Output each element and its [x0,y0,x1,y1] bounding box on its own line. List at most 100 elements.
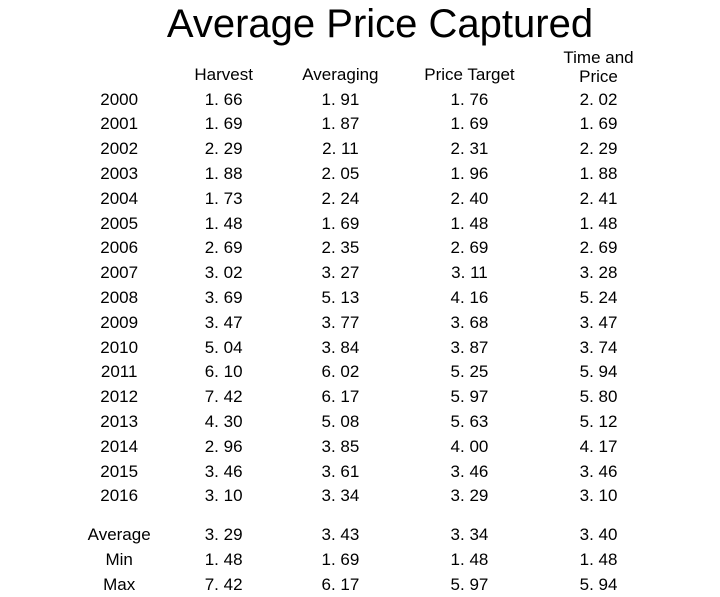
table-cell: 4. 16 [402,285,537,310]
table-cell: 6. 02 [279,360,402,385]
table-cell: 3. 68 [402,310,537,335]
table-row: 20142. 963. 854. 004. 17 [70,434,660,459]
table-cell: 2015 [70,459,168,484]
table-cell: 1. 76 [402,87,537,112]
summary-row: Average3. 293. 433. 343. 40 [70,523,660,548]
table-cell: 3. 77 [279,310,402,335]
table-cell: 5. 97 [402,385,537,410]
summary-row: Max7. 426. 175. 975. 94 [70,572,660,597]
table-cell: 6. 10 [168,360,279,385]
table-cell: 7. 42 [168,385,279,410]
table-cell: 3. 87 [402,335,537,360]
table-cell: 3. 46 [402,459,537,484]
table-cell: 1. 69 [402,112,537,137]
table-cell: 1. 69 [168,112,279,137]
table-cell: 2. 35 [279,236,402,261]
summary-cell: Max [70,572,168,597]
table-cell: 3. 69 [168,285,279,310]
table-cell: 2. 11 [279,137,402,162]
table-cell: 2006 [70,236,168,261]
table-cell: 2000 [70,87,168,112]
table-cell: 1. 48 [537,211,660,236]
table-row: 20116. 106. 025. 255. 94 [70,360,660,385]
summary-spacer [70,509,660,523]
table-cell: 1. 87 [279,112,402,137]
table-cell: 2. 31 [402,137,537,162]
table-cell: 2. 69 [402,236,537,261]
table-cell: 1. 96 [402,161,537,186]
table-cell: 1. 48 [168,211,279,236]
table-cell: 3. 29 [402,484,537,509]
col-header-time-line1: Time and [563,48,633,67]
summary-cell: 3. 43 [279,523,402,548]
table-row: 20093. 473. 773. 683. 47 [70,310,660,335]
summary-cell: 1. 48 [537,547,660,572]
table-cell: 2016 [70,484,168,509]
col-header-year [70,47,168,87]
table-cell: 2. 69 [537,236,660,261]
table-cell: 2. 24 [279,186,402,211]
table-cell: 1. 66 [168,87,279,112]
table-cell: 2008 [70,285,168,310]
summary-cell: 1. 69 [279,547,402,572]
table-cell: 5. 24 [537,285,660,310]
table-cell: 3. 85 [279,434,402,459]
table-row: 20073. 023. 273. 113. 28 [70,261,660,286]
price-table: Harvest Averaging Price Target Time and … [70,47,660,597]
table-cell: 2. 96 [168,434,279,459]
table-cell: 2. 29 [537,137,660,162]
table-row: 20083. 695. 134. 165. 24 [70,285,660,310]
table-row: 20105. 043. 843. 873. 74 [70,335,660,360]
price-table-container: Harvest Averaging Price Target Time and … [0,47,720,597]
table-row: 20011. 691. 871. 691. 69 [70,112,660,137]
summary-cell: 3. 34 [402,523,537,548]
summary-cell: 5. 97 [402,572,537,597]
table-row: 20051. 481. 691. 481. 48 [70,211,660,236]
table-cell: 1. 69 [537,112,660,137]
table-cell: 1. 73 [168,186,279,211]
table-cell: 3. 02 [168,261,279,286]
table-cell: 2. 02 [537,87,660,112]
table-row: 20001. 661. 911. 762. 02 [70,87,660,112]
table-cell: 2001 [70,112,168,137]
table-cell: 2. 05 [279,161,402,186]
table-cell: 4. 00 [402,434,537,459]
table-cell: 5. 94 [537,360,660,385]
summary-cell: 3. 29 [168,523,279,548]
summary-cell: Average [70,523,168,548]
summary-cell: 7. 42 [168,572,279,597]
table-row: 20062. 692. 352. 692. 69 [70,236,660,261]
table-row: 20127. 426. 175. 975. 80 [70,385,660,410]
table-cell: 4. 30 [168,409,279,434]
table-cell: 3. 10 [537,484,660,509]
table-cell: 2011 [70,360,168,385]
table-cell: 2007 [70,261,168,286]
col-header-averaging: Averaging [279,47,402,87]
table-cell: 3. 84 [279,335,402,360]
col-header-time-and-price: Time and Price [537,47,660,87]
table-cell: 5. 12 [537,409,660,434]
table-cell: 3. 47 [168,310,279,335]
col-header-price-target: Price Target [402,47,537,87]
table-cell: 3. 27 [279,261,402,286]
table-cell: 1. 88 [537,161,660,186]
table-cell: 3. 46 [537,459,660,484]
table-cell: 2. 69 [168,236,279,261]
table-cell: 1. 88 [168,161,279,186]
table-cell: 2. 29 [168,137,279,162]
table-cell: 5. 04 [168,335,279,360]
table-cell: 5. 08 [279,409,402,434]
summary-cell: 5. 94 [537,572,660,597]
table-cell: 3. 10 [168,484,279,509]
table-row: 20022. 292. 112. 312. 29 [70,137,660,162]
table-cell: 6. 17 [279,385,402,410]
table-cell: 5. 25 [402,360,537,385]
table-header-row: Harvest Averaging Price Target Time and … [70,47,660,87]
table-cell: 1. 69 [279,211,402,236]
table-row: 20163. 103. 343. 293. 10 [70,484,660,509]
table-cell: 3. 34 [279,484,402,509]
page-title: Average Price Captured [0,0,720,47]
table-cell: 2012 [70,385,168,410]
table-row: 20153. 463. 613. 463. 46 [70,459,660,484]
summary-cell: Min [70,547,168,572]
